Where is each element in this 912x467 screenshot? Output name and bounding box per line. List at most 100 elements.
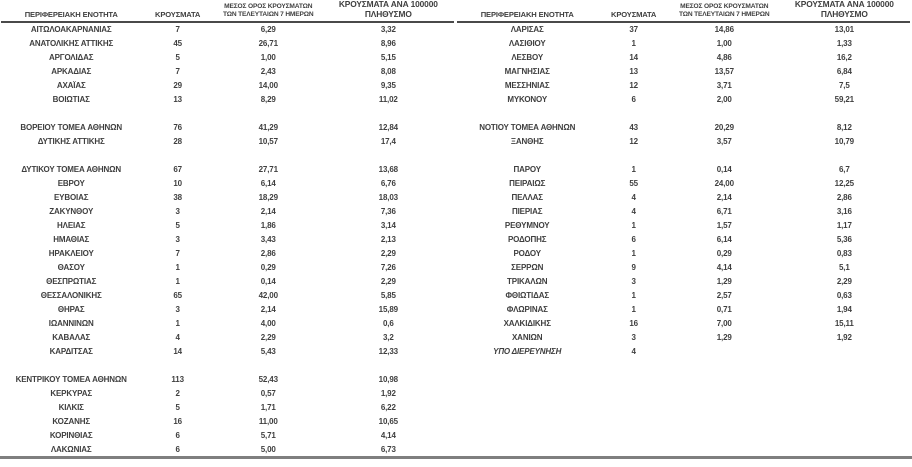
cell-avg7 bbox=[214, 359, 323, 373]
cell-cases: 16 bbox=[629, 319, 638, 328]
cell-region: ΒΟΡΕΙΟΥ ΤΟΜΕΑ ΑΘΗΝΩΝ bbox=[20, 123, 123, 132]
cell-region: ΗΛΕΙΑΣ bbox=[57, 221, 86, 230]
cell-region: ΦΛΩΡΙΝΑΣ bbox=[506, 305, 548, 314]
cell-per100k: 2,86 bbox=[836, 193, 852, 202]
cell-region: ΥΠΟ ΔΙΕΡΕΥΝΗΣΗ bbox=[493, 347, 562, 356]
cell-cases: 4 bbox=[631, 207, 636, 216]
cell-region: ΜΕΣΣΗΝΙΑΣ bbox=[504, 81, 550, 90]
cell-per100k: 2,29 bbox=[380, 249, 396, 258]
cell-region: ΤΡΙΚΑΛΩΝ bbox=[507, 277, 548, 286]
table-row: ΘΗΡΑΣ 3 2,14 15,89 bbox=[1, 303, 454, 317]
cell-cases: 16 bbox=[173, 417, 182, 426]
table-row: ΕΥΒΟΙΑΣ 38 18,29 18,03 bbox=[1, 191, 454, 205]
cell-per100k: 4,14 bbox=[380, 431, 396, 440]
spacer-row bbox=[1, 359, 454, 373]
cell-avg7: 41,29 bbox=[258, 123, 278, 132]
cell-avg7: 5,71 bbox=[260, 431, 276, 440]
cell-per100k: 6,22 bbox=[380, 403, 396, 412]
column-header-avg7: ΜΕΣΟΣ ΟΡΟΣ ΚΡΟΥΣΜΑΤΩΝ ΤΩΝ ΤΕΛΕΥΤΑΙΩΝ 7 Η… bbox=[669, 0, 779, 23]
cell-avg7 bbox=[670, 345, 779, 359]
header-line: ΚΡΟΥΣΜΑΤΑ ΑΝΑ 100000 bbox=[794, 0, 894, 9]
cell-avg7: 2,14 bbox=[716, 193, 732, 202]
table-row: ΗΡΑΚΛΕΙΟΥ 7 2,86 2,29 bbox=[1, 247, 454, 261]
cell-region: ΚΟΖΑΝΗΣ bbox=[52, 417, 91, 426]
table-row: ΠΙΕΡΙΑΣ 4 6,71 3,16 bbox=[457, 205, 910, 219]
cell-region: ΗΜΑΘΙΑΣ bbox=[53, 235, 90, 244]
cell-avg7: 1,71 bbox=[260, 403, 276, 412]
cell-avg7: 4,14 bbox=[716, 263, 732, 272]
cell-region bbox=[457, 149, 597, 163]
column-header-per100k: ΚΡΟΥΣΜΑΤΑ ΑΝΑ 100000 ΠΛΗΘΥΣΜΟ bbox=[778, 0, 910, 23]
table-header: ΠΕΡΙΦΕΡΕΙΑΚΗ ΕΝΟΤΗΤΑ ΚΡΟΥΣΜΑΤΑ ΜΕΣΟΣ ΟΡΟ… bbox=[1, 0, 454, 23]
cell-avg7: 2,57 bbox=[716, 291, 732, 300]
cell-cases: 1 bbox=[631, 165, 636, 174]
table-body: ΛΑΡΙΣΑΣ 37 14,86 13,01 ΛΑΣΙΘΙΟΥ 1 1,00 1,33 ΛΕΣΒ… bbox=[457, 22, 910, 359]
cell-per100k: 3,16 bbox=[836, 207, 852, 216]
cell-avg7 bbox=[214, 107, 323, 121]
cell-region: ΑΡΚΑΔΙΑΣ bbox=[51, 67, 92, 76]
table-row: ΑΡΓΟΛΙΔΑΣ 5 1,00 5,15 bbox=[1, 51, 454, 65]
cell-per100k: 0,6 bbox=[382, 319, 394, 328]
cell-per100k: 17,4 bbox=[380, 137, 396, 146]
cell-avg7: 2,14 bbox=[260, 207, 276, 216]
table-row: ΠΑΡΟΥ 1 0,14 6,7 bbox=[457, 163, 910, 177]
cell-avg7: 6,71 bbox=[716, 207, 732, 216]
table-row: ΑΙΤΩΛΟΑΚΑΡΝΑΝΙΑΣ 7 6,29 3,32 bbox=[1, 22, 454, 37]
cell-per100k: 15,89 bbox=[378, 305, 398, 314]
table-row: ΙΩΑΝΝΙΝΩΝ 1 4,00 0,6 bbox=[1, 317, 454, 331]
table-row: ΕΒΡΟΥ 10 6,14 6,76 bbox=[1, 177, 454, 191]
cell-avg7: 14,00 bbox=[258, 81, 278, 90]
cell-cases: 6 bbox=[631, 95, 636, 104]
table-row: ΛΑΡΙΣΑΣ 37 14,86 13,01 bbox=[457, 22, 910, 37]
cell-avg7: 10,57 bbox=[258, 137, 278, 146]
cell-region: ΡΟΔΟΥ bbox=[513, 249, 541, 258]
cell-cases: 6 bbox=[631, 235, 636, 244]
column-header-per100k: ΚΡΟΥΣΜΑΤΑ ΑΝΑ 100000 ΠΛΗΘΥΣΜΟ bbox=[322, 0, 454, 23]
column-header-cases: ΚΡΟΥΣΜΑΤΑ bbox=[141, 0, 214, 23]
cell-per100k: 5,15 bbox=[380, 53, 396, 62]
header-line: ΜΕΣΟΣ ΟΡΟΣ ΚΡΟΥΣΜΑΤΩΝ bbox=[224, 3, 313, 10]
header-line: ΚΡΟΥΣΜΑΤΑ ΑΝΑ 100000 bbox=[338, 0, 438, 9]
cell-cases: 1 bbox=[631, 249, 636, 258]
table-row: ΜΥΚΟΝΟΥ 6 2,00 59,21 bbox=[457, 93, 910, 107]
spacer-row bbox=[457, 107, 910, 121]
header-line: ΤΩΝ ΤΕΛΕΥΤΑΙΩΝ 7 ΗΜΕΡΩΝ bbox=[222, 11, 314, 18]
cell-cases: 7 bbox=[175, 67, 180, 76]
cell-region: ΠΕΛΛΑΣ bbox=[511, 193, 543, 202]
table-row: ΛΑΣΙΘΙΟΥ 1 1,00 1,33 bbox=[457, 37, 910, 51]
cell-region: ΚΑΡΔΙΤΣΑΣ bbox=[49, 347, 93, 356]
cell-cases bbox=[597, 149, 669, 163]
table-row: ΧΑΝΙΩΝ 3 1,29 1,92 bbox=[457, 331, 910, 345]
cell-region: ΑΡΓΟΛΙΔΑΣ bbox=[48, 53, 94, 62]
cell-region: ΘΑΣΟΥ bbox=[57, 263, 85, 272]
cell-region: ΚΟΡΙΝΘΙΑΣ bbox=[49, 431, 93, 440]
cell-avg7: 1,00 bbox=[716, 39, 732, 48]
cell-region: ΑΙΤΩΛΟΑΚΑΡΝΑΝΙΑΣ bbox=[30, 25, 112, 34]
cell-avg7: 42,00 bbox=[258, 291, 278, 300]
table-row: ΣΕΡΡΩΝ 9 4,14 5,1 bbox=[457, 261, 910, 275]
table-row: ΚΟΖΑΝΗΣ 16 11,00 10,65 bbox=[1, 415, 454, 429]
cell-cases: 5 bbox=[175, 53, 180, 62]
table-row: ΘΑΣΟΥ 1 0,29 7,26 bbox=[1, 261, 454, 275]
cell-region bbox=[1, 359, 141, 373]
cell-cases: 1 bbox=[175, 263, 180, 272]
cell-region: ΛΑΚΩΝΙΑΣ bbox=[50, 445, 92, 454]
cell-avg7: 26,71 bbox=[258, 39, 278, 48]
spacer-row bbox=[457, 149, 910, 163]
cell-avg7: 4,86 bbox=[716, 53, 732, 62]
cell-avg7: 7,00 bbox=[716, 319, 732, 328]
cell-region: ΠΙΕΡΙΑΣ bbox=[511, 207, 543, 216]
cell-cases: 4 bbox=[175, 333, 180, 342]
cell-avg7: 0,14 bbox=[716, 165, 732, 174]
cell-cases: 113 bbox=[171, 375, 184, 384]
cell-cases: 1 bbox=[175, 319, 180, 328]
table-row: ΚΕΝΤΡΙΚΟΥ ΤΟΜΕΑ ΑΘΗΝΩΝ 113 52,43 10,98 bbox=[1, 373, 454, 387]
cell-cases: 3 bbox=[631, 333, 636, 342]
cell-per100k: 13,68 bbox=[378, 165, 398, 174]
table-row: ΒΟΡΕΙΟΥ ΤΟΜΕΑ ΑΘΗΝΩΝ 76 41,29 12,84 bbox=[1, 121, 454, 135]
cell-cases: 1 bbox=[631, 39, 636, 48]
cell-cases bbox=[141, 107, 213, 121]
cell-region: ΞΑΝΘΗΣ bbox=[510, 137, 544, 146]
cell-cases: 14 bbox=[629, 53, 638, 62]
